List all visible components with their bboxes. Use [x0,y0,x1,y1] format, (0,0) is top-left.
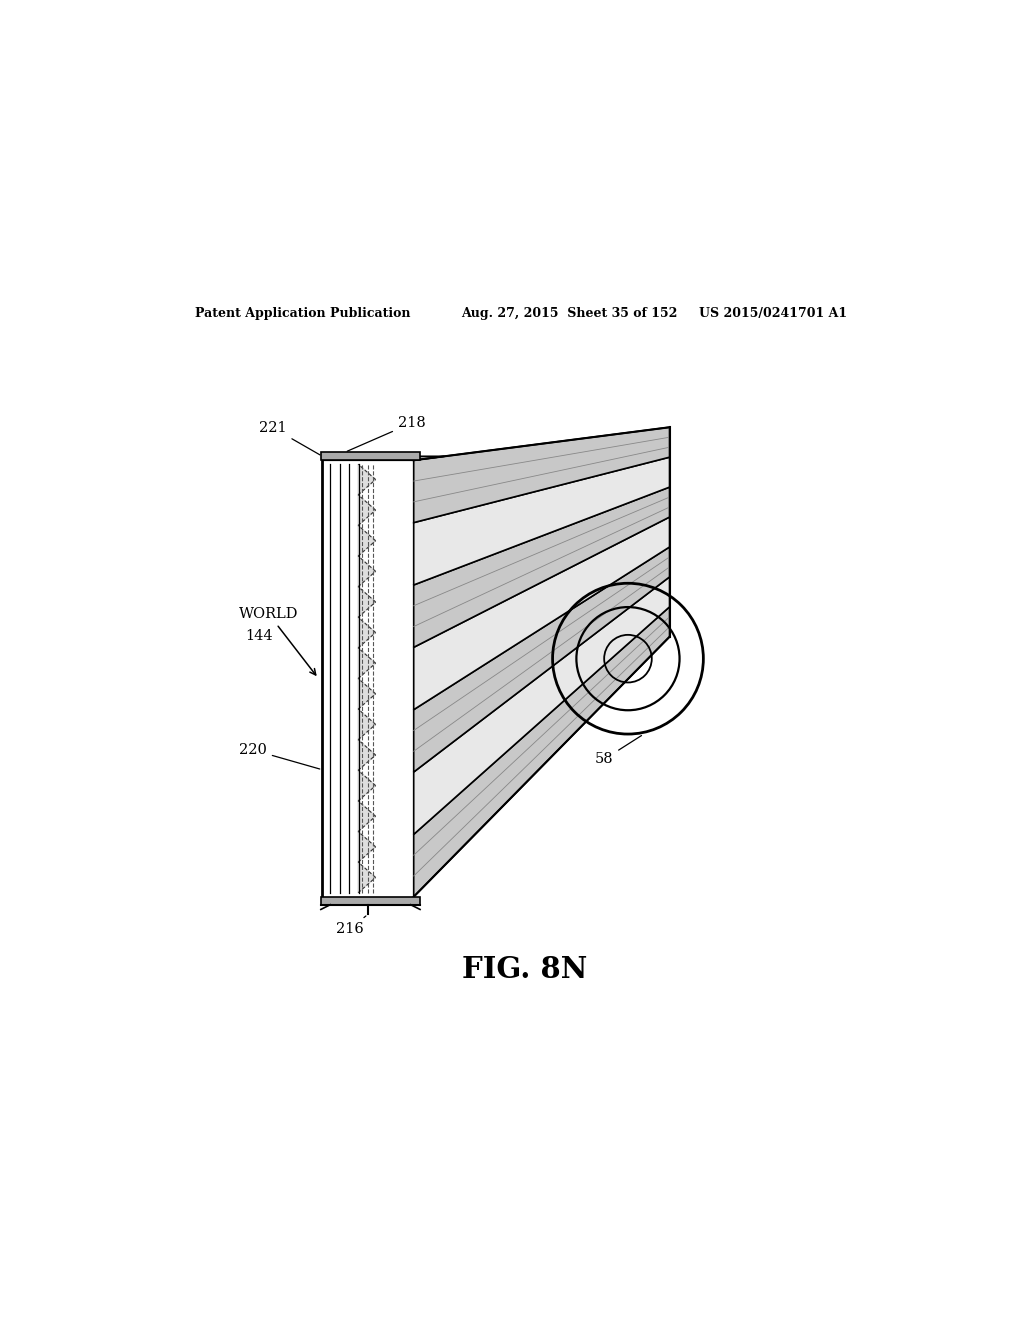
Text: 144: 144 [246,628,273,643]
Polygon shape [321,896,420,904]
Text: 216: 216 [336,916,366,936]
Polygon shape [414,457,670,585]
Text: 218: 218 [347,416,426,451]
Text: FIG. 8N: FIG. 8N [462,956,588,985]
Text: WORLD: WORLD [240,607,315,675]
Text: 220: 220 [239,743,319,770]
Polygon shape [414,607,670,896]
Text: 58: 58 [595,735,641,767]
Polygon shape [414,487,670,647]
Polygon shape [358,465,376,892]
Polygon shape [323,457,444,461]
Text: 221: 221 [259,421,321,455]
Polygon shape [414,428,670,523]
Polygon shape [414,517,670,710]
Polygon shape [321,453,420,461]
Text: Patent Application Publication: Patent Application Publication [196,308,411,319]
Text: Aug. 27, 2015  Sheet 35 of 152: Aug. 27, 2015 Sheet 35 of 152 [461,308,678,319]
Polygon shape [414,546,670,772]
Polygon shape [414,577,670,834]
Text: US 2015/0241701 A1: US 2015/0241701 A1 [699,308,848,319]
